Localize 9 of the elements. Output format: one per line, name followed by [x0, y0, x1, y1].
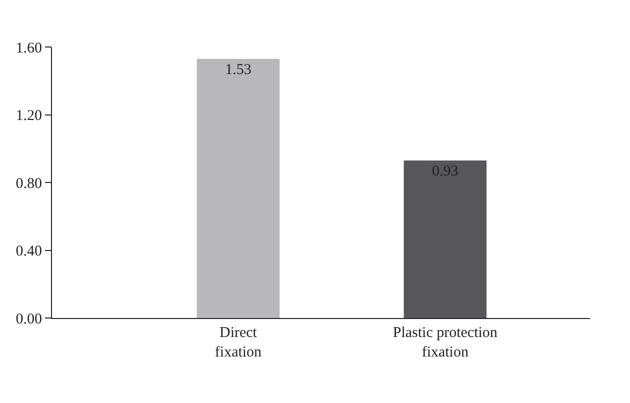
- data-label: 0.93: [432, 163, 458, 180]
- y-tick-label: 0.00: [16, 311, 42, 328]
- y-tick-label: 1.60: [16, 40, 42, 56]
- y-tick-label: 0.40: [16, 244, 42, 260]
- x-tick-label: Direct fixation: [214, 325, 262, 360]
- y-tick-label: 0.80: [16, 176, 42, 192]
- data-label: 1.53: [225, 62, 252, 78]
- x-tick-label: Plastic protection fixation: [392, 325, 498, 360]
- y-tick-label: 1.20: [16, 108, 42, 124]
